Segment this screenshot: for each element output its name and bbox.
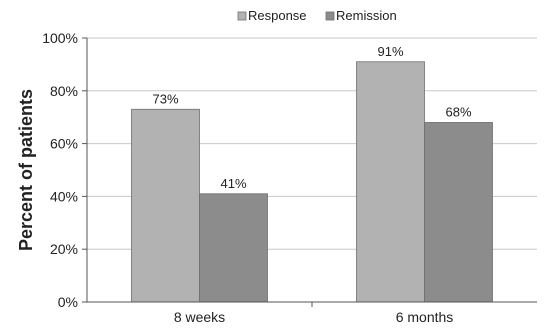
y-tick-label: 80% xyxy=(50,83,78,99)
legend: Response Remission xyxy=(237,8,397,23)
bars: 73% 41% 91% 68% xyxy=(131,44,493,303)
x-tick-label: 6 months xyxy=(396,309,454,325)
y-tick-label: 100% xyxy=(42,30,78,46)
x-axis: 8 weeks 6 months xyxy=(87,301,537,325)
legend-label-remission: Remission xyxy=(336,8,397,23)
y-tick-label: 40% xyxy=(50,188,78,204)
data-label: 68% xyxy=(445,104,471,119)
legend-swatch-remission xyxy=(325,11,335,21)
y-axis-title: Percent of patients xyxy=(16,89,36,251)
x-tick-label: 8 weeks xyxy=(174,309,225,325)
legend-swatch-response xyxy=(237,11,247,21)
y-tick-label: 20% xyxy=(50,241,78,257)
data-label: 73% xyxy=(152,91,178,106)
bar-response xyxy=(356,61,425,303)
bar-remission xyxy=(424,122,493,303)
data-label: 41% xyxy=(220,176,246,191)
legend-label-response: Response xyxy=(248,8,307,23)
data-label: 91% xyxy=(377,44,403,59)
bar-response xyxy=(131,108,200,303)
y-tick-label: 60% xyxy=(50,136,78,152)
y-tick-label: 0% xyxy=(58,294,78,310)
y-axis: 0% 20% 40% 60% 80% 100% xyxy=(42,30,88,310)
bar-remission xyxy=(199,193,268,303)
